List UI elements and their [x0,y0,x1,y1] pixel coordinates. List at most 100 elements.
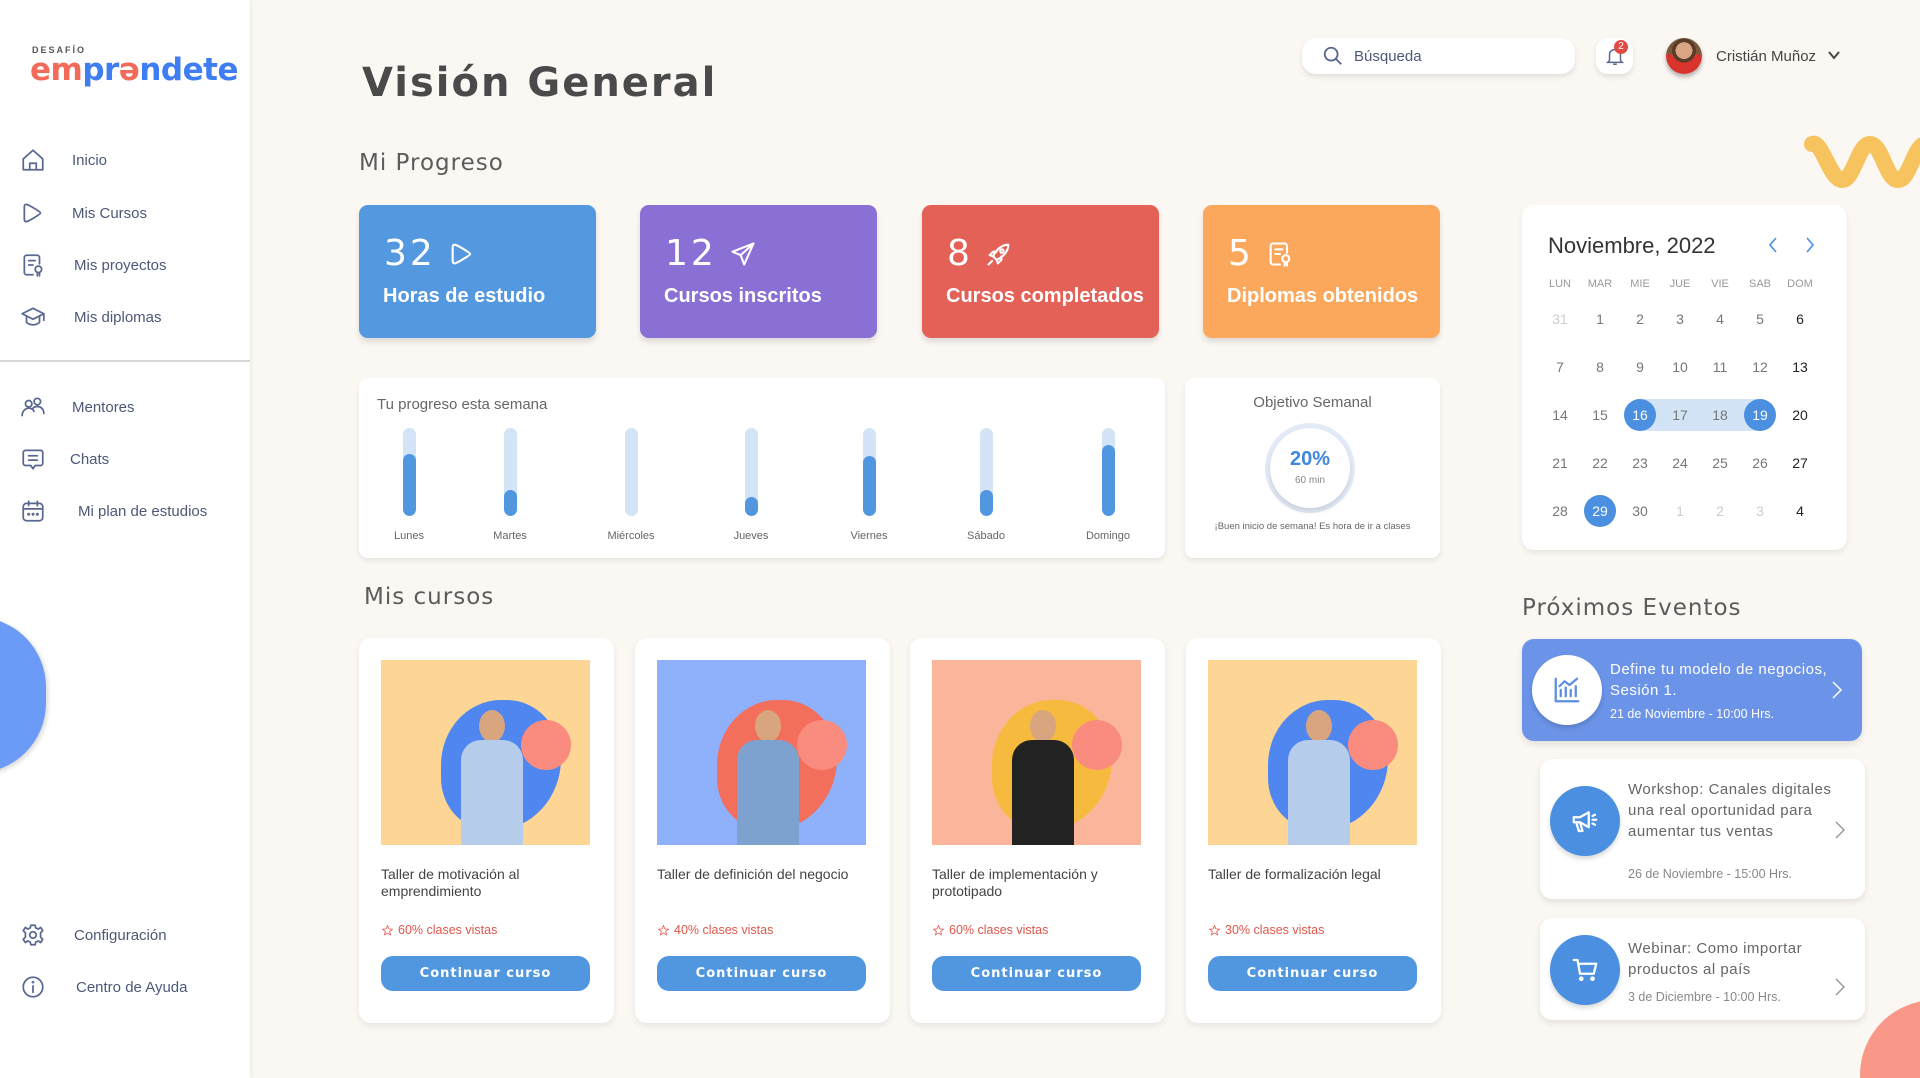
course-card[interactable]: Taller de formalización legal 30% clases … [1186,638,1441,1023]
calendar-next-button[interactable] [1802,235,1818,255]
calendar-day[interactable]: 2 [1636,311,1644,327]
user-menu-toggle[interactable] [1827,48,1841,62]
sidebar-item-plan-estudios[interactable]: Mi plan de estudios [20,496,207,526]
calendar-day[interactable]: 25 [1712,455,1728,471]
notification-badge: 2 [1614,40,1628,54]
weekly-progress-card: Tu progreso esta semana Lunes Martes Miérc… [359,378,1165,558]
calendar-day[interactable]: 9 [1636,359,1644,375]
event-open-button[interactable] [1833,976,1847,998]
chevron-down-icon [1828,51,1840,60]
event-card-webinar[interactable]: Webinar: Como importar productos al país… [1540,918,1865,1020]
user-name[interactable]: Cristián Muñoz [1716,48,1817,65]
calendar-day[interactable]: 7 [1556,359,1564,375]
stat-card-diplomas[interactable]: 5 Diplomas obtenidos [1203,205,1440,338]
event-open-button[interactable] [1830,679,1844,701]
course-progress: 30% clases vistas [1208,923,1324,937]
sidebar-item-centro-ayuda[interactable]: Centro de Ayuda [20,972,187,1002]
calendar-day[interactable]: 20 [1792,407,1808,423]
course-card[interactable]: Taller de motivación al emprendimiento 60… [359,638,614,1023]
star-icon [381,924,394,936]
calendar-day[interactable]: 28 [1552,503,1568,519]
bar-label: Lunes [394,530,424,542]
course-card[interactable]: Taller de implementación y prototipado 60… [910,638,1165,1023]
search-input[interactable] [1354,47,1554,65]
sidebar-item-chats[interactable]: Chats [20,444,109,474]
graduation-cap-icon [21,307,45,326]
calendar-day[interactable]: 23 [1632,455,1648,471]
calendar-day[interactable]: 30 [1632,503,1648,519]
bar-fill [744,496,758,516]
calendar-day[interactable]: 4 [1796,503,1804,519]
user-avatar[interactable] [1666,38,1702,74]
calendar-day[interactable]: 31 [1552,311,1568,327]
sidebar-item-mentores[interactable]: Mentores [20,392,135,422]
course-title: Taller de implementación y prototipado [932,866,1098,899]
stat-card-inscritos[interactable]: 12 Cursos inscritos [640,205,877,338]
continue-course-button[interactable]: Continuar curso [1208,956,1417,991]
calendar-day-selected[interactable]: 16 [1620,399,1660,431]
course-progress: 60% clases vistas [381,923,497,937]
megaphone-icon [1572,811,1598,833]
sidebar-item-configuracion[interactable]: Configuración [20,920,167,950]
sidebar-item-mis-diplomas[interactable]: Mis diplomas [20,302,162,332]
calendar-day[interactable]: 18 [1712,407,1728,423]
calendar-day[interactable]: 3 [1676,311,1684,327]
bar-track [862,428,876,516]
section-title-cursos: Mis cursos [364,584,495,610]
weekly-bar-2: Miércoles [601,428,661,542]
calendar-day[interactable]: 24 [1672,455,1688,471]
calendar-card: Noviembre, 2022 LUN MAR MIE JUE VIE SAB DOM 31 1… [1522,205,1847,550]
calendar-day[interactable]: 10 [1672,359,1688,375]
chevron-right-icon [1806,237,1815,253]
calendar-day[interactable]: 5 [1756,311,1764,327]
calendar-day-selected[interactable]: 29 [1580,495,1620,527]
calendar-day[interactable]: 6 [1796,311,1804,327]
search-box[interactable] [1302,38,1575,74]
stat-card-completados[interactable]: 8 Cursos completados [922,205,1159,338]
calendar-month-label: Noviembre, 2022 [1548,233,1716,258]
event-card-modelo-negocios[interactable]: Define tu modelo de negocios, Sesión 1. … [1522,639,1862,741]
calendar-day[interactable]: 27 [1792,455,1808,471]
calendar-day-selected[interactable]: 19 [1740,399,1780,431]
sidebar-item-mis-proyectos[interactable]: Mis proyectos [20,250,167,280]
calendar-day[interactable]: 11 [1712,359,1728,375]
continue-course-button[interactable]: Continuar curso [381,956,590,991]
weekly-bar-3: Jueves [721,428,781,542]
continue-course-button[interactable]: Continuar curso [932,956,1141,991]
notifications-button[interactable]: 2 [1596,38,1633,74]
sidebar-item-inicio[interactable]: Inicio [20,145,107,175]
calendar-day[interactable]: 12 [1752,359,1768,375]
calendar-day[interactable]: 14 [1552,407,1568,423]
cart-icon [1572,958,1598,982]
calendar-selected-range [1643,399,1763,431]
calendar-day[interactable]: 4 [1716,311,1724,327]
chat-icon [22,449,44,470]
calendar-day[interactable]: 1 [1676,503,1684,519]
course-card[interactable]: Taller de definición del negocio 40% clas… [635,638,890,1023]
calendar-day[interactable]: 26 [1752,455,1768,471]
calendar-weekday: MAR [1587,278,1613,290]
bar-track [1101,428,1115,516]
event-open-button[interactable] [1833,819,1847,841]
stat-card-horas[interactable]: 32 Horas de estudio [359,205,596,338]
calendar-weekday: VIE [1711,278,1729,290]
goal-percent: 20% [1289,448,1331,470]
paper-plane-icon [731,241,755,266]
event-card-workshop[interactable]: Workshop: Canales digitales una real opo… [1540,759,1865,899]
calendar-day[interactable]: 22 [1592,455,1608,471]
sidebar-item-mis-cursos[interactable]: Mis Cursos [20,198,147,228]
calendar-day[interactable]: 8 [1596,359,1604,375]
brand-logo[interactable]: DESAFÍO emprəndete [30,45,238,86]
calendar-weekday: SAB [1748,278,1771,290]
weekly-goal-card: Objetivo Semanal 20% 60 min ¡Buen inicio… [1185,378,1440,558]
calendar-day[interactable]: 1 [1596,311,1604,327]
calendar-day[interactable]: 2 [1716,503,1724,519]
calendar-prev-button[interactable] [1765,235,1781,255]
play-icon [451,243,472,264]
continue-course-button[interactable]: Continuar curso [657,956,866,991]
calendar-day[interactable]: 13 [1792,359,1808,375]
calendar-day[interactable]: 3 [1756,503,1764,519]
calendar-day[interactable]: 17 [1672,407,1688,423]
calendar-day[interactable]: 15 [1592,407,1608,423]
calendar-day[interactable]: 21 [1552,455,1568,471]
